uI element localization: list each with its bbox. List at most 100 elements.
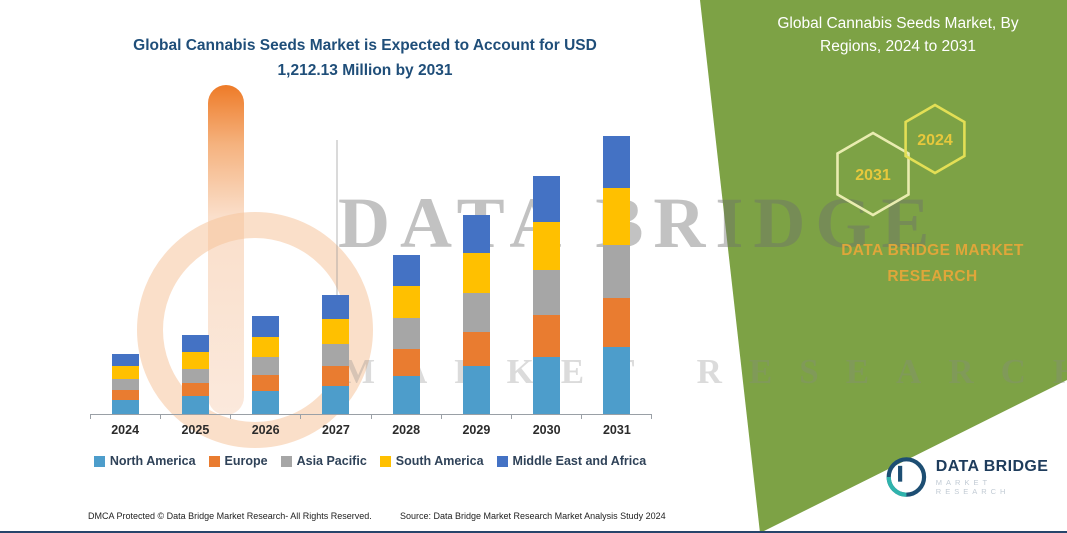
b-bowl <box>137 212 373 448</box>
hexagon-badges: 2031 2024 <box>836 103 966 217</box>
x-axis-label-2026: 2026 <box>251 423 280 437</box>
axis-tick <box>90 415 91 419</box>
legend-swatch <box>280 455 292 467</box>
axis-tick <box>160 415 162 419</box>
legend-label: Europe <box>224 454 268 468</box>
segment-2027-asia-pacific <box>322 343 350 366</box>
legend-label: Middle East and Africa <box>512 454 647 468</box>
segment-2031-north-america <box>603 346 631 414</box>
stacked-bar-2029 <box>462 214 490 414</box>
segment-2027-middle-east-and-africa <box>322 295 350 320</box>
segment-2028-north-america <box>392 375 420 414</box>
segment-2028-middle-east-and-africa <box>392 254 420 287</box>
stacked-bar-2026 <box>252 316 280 414</box>
dbmr-logo-icon <box>886 457 927 497</box>
legend-item-middle-east-and-africa: Middle East and Africa <box>496 454 647 468</box>
footer-rule <box>0 531 1067 533</box>
bar-slot-2028 <box>371 118 441 414</box>
axis-tick <box>370 415 372 419</box>
hexagon-year-2031: 2031 <box>855 167 891 184</box>
axis-tick <box>580 415 582 419</box>
axis-tick <box>230 415 232 419</box>
axis-tick <box>510 415 512 419</box>
hexagon-2031 <box>836 131 910 217</box>
chart-title: Global Cannabis Seeds Market is Expected… <box>133 37 597 79</box>
brand-text: DATA BRIDGE MARKET RESEARCH <box>841 242 1024 285</box>
segment-2024-middle-east-and-africa <box>111 353 139 366</box>
segment-2025-north-america <box>181 395 209 414</box>
segment-2027-south-america <box>322 319 350 344</box>
stacked-bar-2028 <box>392 254 420 414</box>
legend: North America Europe Asia Pacific South Ame… <box>75 454 665 468</box>
stacked-bar-2031 <box>603 136 631 414</box>
segment-2026-north-america <box>252 390 280 414</box>
legend-swatch <box>379 455 391 467</box>
x-axis-label-2031: 2031 <box>602 423 631 437</box>
dbmr-logo-name: DATA BRIDGE <box>935 458 1049 475</box>
bar-slot-2025 <box>160 118 230 414</box>
hexagon-year-2024: 2024 <box>917 132 953 149</box>
bar-slot-2027 <box>301 118 371 414</box>
segment-2024-asia-pacific <box>111 378 139 390</box>
segment-2026-asia-pacific <box>252 356 280 375</box>
x-labels-row: 2024 2025 2026 2027 2028 2029 2030 2031 <box>90 423 652 437</box>
segment-2028-europe <box>392 348 420 376</box>
segment-2027-europe <box>322 365 350 386</box>
side-panel-title: Global Cannabis Seeds Market, By Regions… <box>777 15 1019 56</box>
segment-2027-north-america <box>322 385 350 414</box>
segment-2024-north-america <box>111 399 139 414</box>
segment-2029-middle-east-and-africa <box>462 214 490 253</box>
watermark-brand-line2: MARKET RESEARCH <box>342 352 1067 391</box>
stacked-bar-2024 <box>111 353 139 414</box>
segment-2030-middle-east-and-africa <box>533 176 561 222</box>
brand-b-watermark <box>137 85 373 448</box>
segment-2026-south-america <box>252 336 280 357</box>
segment-2026-europe <box>252 374 280 391</box>
legend-label: North America <box>109 454 196 468</box>
legend-item-europe: Europe <box>208 454 268 468</box>
axis-tick <box>651 415 652 419</box>
segment-2029-south-america <box>462 252 490 294</box>
legend-swatch <box>208 455 220 467</box>
segment-2025-asia-pacific <box>181 368 209 383</box>
legend-label: Asia Pacific <box>296 454 367 468</box>
legend-item-north-america: North America <box>93 454 196 468</box>
bar-slot-2031 <box>582 118 652 414</box>
legend-swatch <box>93 455 105 467</box>
footer-source: Source: Data Bridge Market Research Mark… <box>400 511 666 521</box>
segment-2025-south-america <box>181 351 209 369</box>
segment-2028-south-america <box>392 286 420 319</box>
x-axis-label-2028: 2028 <box>392 423 421 437</box>
hexagon-2024 <box>904 103 966 175</box>
segment-2030-europe <box>533 315 561 357</box>
ticks-row <box>90 415 652 419</box>
segment-2030-south-america <box>533 221 561 271</box>
dbmr-logo: DATA BRIDGE MARKET RESEARCH <box>885 455 1067 499</box>
legend-label: South America <box>395 454 484 468</box>
bar-slot-2029 <box>441 118 511 414</box>
segment-2029-europe <box>462 331 490 366</box>
stacked-bar-2030 <box>533 176 561 414</box>
bars-row <box>90 118 652 415</box>
segment-2031-middle-east-and-africa <box>603 136 631 189</box>
segment-2026-middle-east-and-africa <box>252 316 280 337</box>
x-axis-label-2030: 2030 <box>532 423 561 437</box>
segment-2025-europe <box>181 382 209 396</box>
bar-slot-2026 <box>231 118 301 414</box>
segment-2029-north-america <box>462 365 490 414</box>
segment-2024-south-america <box>111 365 139 379</box>
stacked-bar-2027 <box>322 295 350 414</box>
footer-dmca: DMCA Protected © Data Bridge Market Rese… <box>88 511 372 521</box>
x-axis-label-2029: 2029 <box>462 423 491 437</box>
legend-item-south-america: South America <box>379 454 484 468</box>
segment-2030-asia-pacific <box>533 270 561 316</box>
watermark-divider <box>336 140 338 303</box>
dbmr-logo-subtitle: MARKET RESEARCH <box>935 478 1010 496</box>
segment-2031-europe <box>603 298 631 347</box>
b-stem <box>208 85 244 415</box>
legend-item-asia-pacific: Asia Pacific <box>280 454 367 468</box>
segment-2031-asia-pacific <box>603 244 631 299</box>
segment-2030-north-america <box>533 356 561 414</box>
bar-slot-2024 <box>90 118 160 414</box>
